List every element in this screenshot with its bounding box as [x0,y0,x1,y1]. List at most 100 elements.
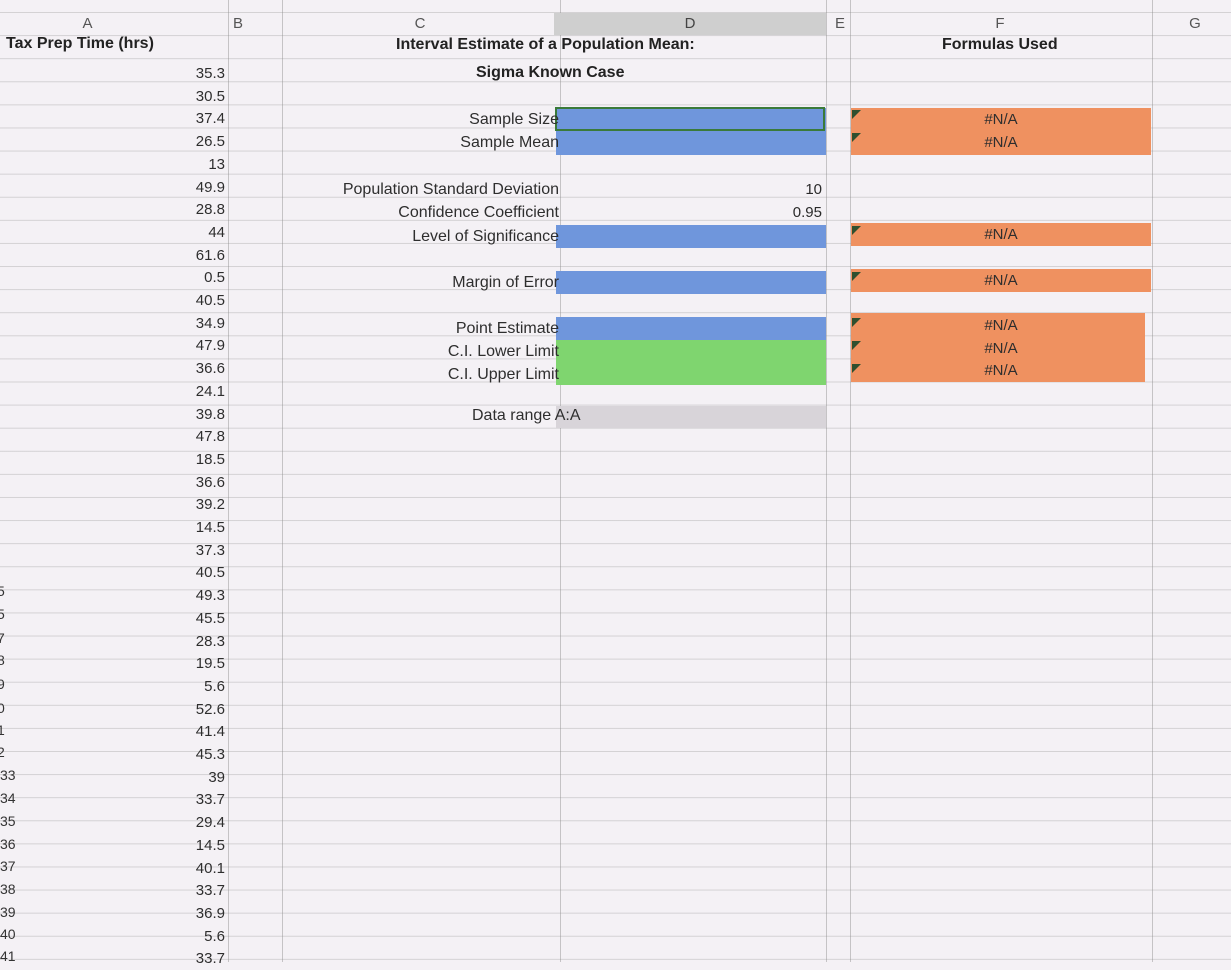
row-number[interactable]: 0 [0,700,5,716]
column-a-cell[interactable]: 28.8 [195,201,225,219]
value-conf-coef[interactable]: 0.95 [792,204,822,221]
formula-point-est[interactable]: #N/A [984,317,1018,334]
column-a-cell[interactable]: 40.5 [195,292,225,309]
column-header-c[interactable]: C [414,15,426,32]
row-number[interactable]: 38 [0,881,16,897]
title-line-2[interactable]: Sigma Known Case [476,64,625,81]
column-a-cell[interactable]: 30.5 [195,87,225,105]
column-header-a[interactable]: A [82,15,93,32]
column-a-cell[interactable]: 36.6 [195,473,225,491]
row-number[interactable]: 33 [0,767,16,783]
column-a-cell[interactable]: 34.9 [195,314,225,332]
column-a-cell[interactable]: 26.5 [195,133,225,151]
column-a-cell[interactable]: 40.1 [195,859,225,877]
column-a-cell[interactable]: 33.7 [195,882,225,900]
column-a-cell[interactable]: 18.5 [195,450,225,468]
column-header-g[interactable]: G [1189,15,1201,32]
formula-sample-mean[interactable]: #N/A [984,134,1018,151]
column-header-d[interactable]: D [554,13,826,35]
column-a-cell[interactable]: 13 [208,155,225,173]
point-estimate-cell[interactable] [556,317,826,340]
row-number[interactable]: 1 [0,722,5,738]
column-a-cell[interactable]: 39.2 [195,496,225,514]
formula-sample-cells[interactable] [851,108,1151,155]
column-a-cell[interactable]: 49.3 [195,587,225,605]
column-a-cell[interactable]: 39.8 [195,405,225,423]
row-number[interactable]: 5 [0,606,5,622]
column-a-cell[interactable]: 33.7 [195,950,225,968]
ci-limits-cells[interactable] [556,340,826,385]
column-a-cell[interactable]: 45.3 [195,746,225,763]
column-a-header[interactable]: Tax Prep Time (hrs) [6,35,154,52]
margin-error-cell[interactable] [556,271,826,294]
data-range-cell[interactable] [556,406,826,428]
label-sample-mean[interactable]: Sample Mean [460,134,559,151]
selected-cell[interactable] [555,107,825,131]
column-a-cell[interactable]: 44 [208,223,225,241]
column-a-cell[interactable]: 5.6 [204,677,225,695]
row-number[interactable]: 7 [0,630,5,646]
column-a-cell[interactable]: 40.5 [195,564,225,582]
formula-sample-size[interactable]: #N/A [984,111,1018,128]
label-ci-lower[interactable]: C.I. Lower Limit [447,343,559,360]
column-a-cell[interactable]: 45.5 [195,609,225,627]
row-number[interactable]: 34 [0,790,16,806]
column-a-cell[interactable]: 39 [208,768,225,786]
column-a-cell[interactable]: 36.6 [195,360,225,378]
column-a-cell[interactable]: 28.3 [195,632,225,650]
column-a-cell[interactable]: 52.6 [195,700,225,718]
column-header-b[interactable]: B [232,15,243,32]
column-a-cell[interactable]: 14.5 [195,836,225,854]
title-line-1[interactable]: Interval Estimate of a Population Mean: [396,36,695,53]
row-number[interactable]: 9 [0,676,5,692]
row-number[interactable]: 8 [0,652,5,668]
formula-level-sig-cell[interactable] [851,223,1151,246]
column-header-f[interactable]: F [995,15,1005,32]
label-margin-error[interactable]: Margin of Error [452,274,559,291]
column-a-cell[interactable]: 19.5 [195,655,225,673]
column-a-cell[interactable]: 41.4 [195,723,225,741]
row-number[interactable]: 36 [0,836,16,852]
row-number[interactable]: 35 [0,813,16,829]
level-significance-cell[interactable] [556,225,826,248]
column-a-cell[interactable]: 35.3 [195,65,225,82]
formula-level-sig[interactable]: #N/A [984,226,1018,243]
formula-margin-cell[interactable] [851,269,1151,292]
column-header-e[interactable]: E [834,15,845,32]
row-number[interactable]: 39 [0,904,16,920]
label-point-est[interactable]: Point Estimate [455,320,559,337]
column-a-cell[interactable]: 47.9 [195,337,225,355]
column-a-cell[interactable]: 37.4 [195,110,225,128]
column-a-cell[interactable]: 36.9 [195,904,225,922]
value-pop-sd[interactable]: 10 [805,181,822,198]
column-a-cell[interactable]: 61.6 [195,246,225,264]
column-a-cell[interactable]: 5.6 [204,927,225,945]
comment-indicator-icon [852,364,861,373]
sample-size-mean-cells[interactable] [556,108,826,155]
column-a-cell[interactable]: 0.5 [204,269,225,287]
row-number[interactable]: 40 [0,926,16,942]
column-a-cell[interactable]: 37.3 [195,541,225,559]
data-range-label[interactable]: Data range A:A [472,407,581,424]
label-ci-upper[interactable]: C.I. Upper Limit [447,366,559,383]
column-a-cell[interactable]: 33.7 [195,791,225,809]
label-level-sig[interactable]: Level of Significance [412,228,559,245]
label-conf-coef[interactable]: Confidence Coefficient [398,204,559,221]
row-number[interactable]: 5 [0,583,5,599]
formulas-header[interactable]: Formulas Used [942,36,1058,53]
formula-estimate-cells[interactable] [851,313,1145,382]
label-pop-sd[interactable]: Population Standard Deviation [342,181,559,198]
column-a-cell[interactable]: 29.4 [195,814,225,832]
row-number[interactable]: 41 [0,948,16,964]
formula-ci-upper[interactable]: #N/A [984,362,1018,379]
row-number[interactable]: 37 [0,858,16,874]
label-sample-size[interactable]: Sample Size [469,111,559,128]
column-a-cell[interactable]: 24.1 [195,382,225,400]
column-a-cell[interactable]: 49.9 [195,178,225,196]
column-a-cell[interactable]: 47.8 [195,428,225,446]
formula-ci-lower[interactable]: #N/A [984,340,1018,357]
column-a-cell[interactable]: 14.5 [195,519,225,536]
formula-margin-error[interactable]: #N/A [984,272,1018,289]
row-number[interactable]: 2 [0,744,5,760]
